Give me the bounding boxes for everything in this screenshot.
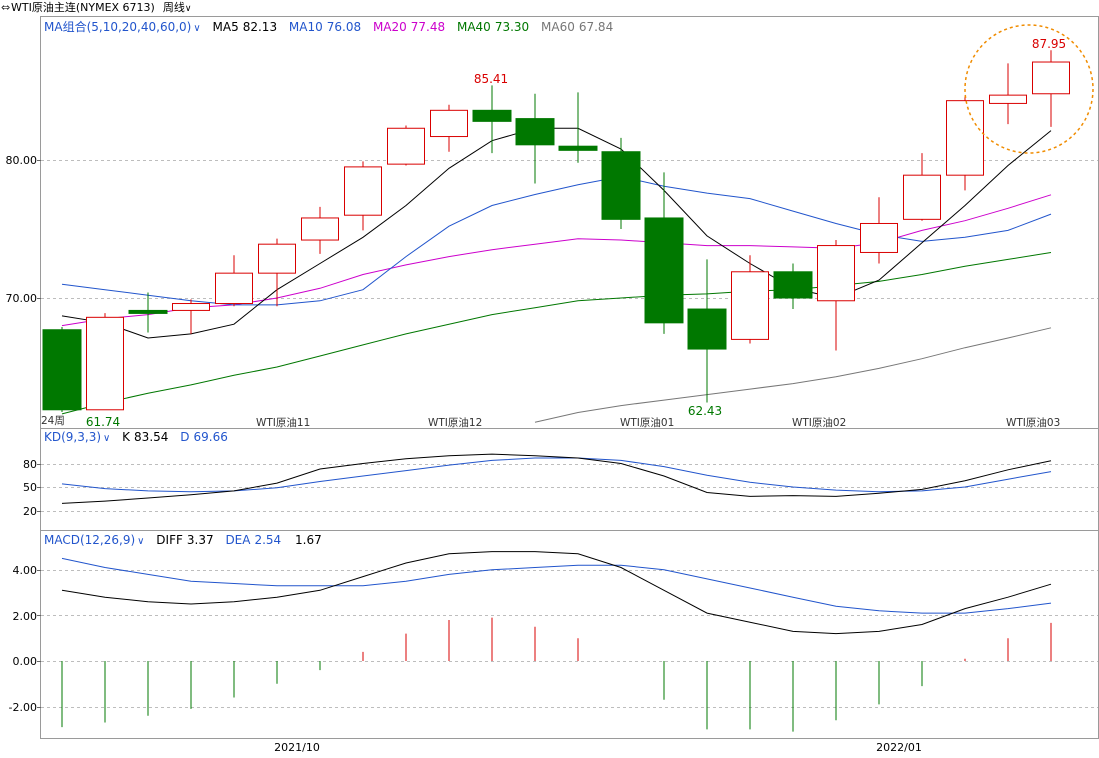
low-annotation: 61.74: [86, 415, 120, 429]
ma10-line: [61, 176, 1052, 306]
macd-histogram: [61, 617, 1052, 732]
candle-body: [1032, 61, 1070, 95]
ma60-name: MA60: [541, 20, 575, 34]
contract-label: WTI原油03: [1006, 416, 1060, 429]
candle-body: [903, 174, 941, 220]
macd-lines: [61, 551, 1052, 635]
highlight-circle: [964, 24, 1094, 154]
d-name: D: [180, 430, 189, 444]
chevron-down-icon[interactable]: ∨: [103, 433, 110, 444]
contract-label: WTI原油12: [428, 416, 482, 429]
macd-y-tick: 4.00: [13, 564, 38, 577]
candle-body: [172, 303, 210, 311]
period-label: 24周: [41, 415, 65, 427]
ma-legend-label[interactable]: MA组合(5,10,20,40,60,0): [44, 19, 191, 34]
candle-body: [472, 109, 512, 122]
macd-value: 1.67: [295, 533, 322, 547]
candle-body: [946, 100, 984, 176]
kd-y-tick: 80: [23, 458, 37, 471]
contract-label: WTI原油11: [256, 416, 310, 429]
kd-y-tick: 50: [23, 481, 37, 494]
high-annotation: 87.95: [1032, 37, 1066, 51]
ma5-line: [61, 127, 1052, 339]
macd-legend: MACD(12,26,9) ∨ DIFF 3.37 DEA 2.54 1.67: [44, 533, 322, 547]
period-selector[interactable]: 周线: [162, 1, 185, 14]
d-line: [61, 457, 1052, 493]
d-value: 69.66: [193, 430, 227, 444]
candle-body: [860, 222, 898, 253]
macd-y-tick: 0.00: [13, 655, 38, 668]
dea-line: [61, 557, 1052, 614]
candle-body: [989, 94, 1027, 104]
low-annotation: 62.43: [688, 404, 722, 418]
candle-body: [817, 245, 855, 302]
contract-label: WTI原油02: [792, 416, 846, 429]
k-value: 83.54: [134, 430, 168, 444]
candle-body: [387, 127, 425, 165]
chevron-down-icon[interactable]: ∨: [184, 4, 192, 14]
candle-body: [558, 145, 598, 151]
ma10-value: 76.08: [327, 20, 361, 34]
ma20-value: 77.48: [411, 20, 445, 34]
candles: [42, 50, 1070, 412]
header-bar: ⇔WTI原油主连(NYMEX 6713) 周线∨: [0, 0, 1099, 16]
ma20-name: MA20: [373, 20, 407, 34]
ma5-value: 82.13: [243, 20, 277, 34]
diff-value: 3.37: [187, 533, 214, 547]
candle-body: [86, 316, 124, 411]
ma5-name: MA5: [213, 20, 239, 34]
ma10-name: MA10: [289, 20, 323, 34]
candle-body: [128, 309, 168, 314]
candle-body: [430, 109, 468, 138]
x-date-label: 2021/10: [274, 741, 320, 754]
macd-legend-label[interactable]: MACD(12,26,9): [44, 533, 135, 547]
diff-name: DIFF: [156, 533, 183, 547]
panel-frames: [40, 16, 1099, 739]
dea-name: DEA: [225, 533, 251, 547]
ma40-name: MA40: [457, 20, 491, 34]
macd-y-tick: 2.00: [13, 610, 38, 623]
candle-body: [601, 151, 641, 220]
moving-average-lines: [61, 127, 1052, 423]
ma-legend: MA组合(5,10,20,40,60,0) ∨ MA5 82.13 MA10 76.0…: [44, 19, 613, 34]
instrument-title: WTI原油主连(NYMEX 6713): [11, 1, 155, 14]
candle-body: [687, 308, 727, 350]
candle-body: [301, 217, 339, 241]
x-date-label: 2022/01: [876, 741, 922, 754]
candle-body: [215, 272, 253, 305]
menu-icon[interactable]: ⇔: [1, 1, 11, 14]
ma40-line: [61, 252, 1052, 415]
k-line: [61, 453, 1052, 504]
ma60-value: 67.84: [579, 20, 613, 34]
candle-body: [731, 271, 769, 340]
ma40-value: 73.30: [495, 20, 529, 34]
diff-line: [61, 551, 1052, 635]
grid-lines: [37, 160, 1098, 708]
kd-legend: KD(9,3,3) ∨ K 83.54 D 69.66: [44, 430, 228, 444]
ma60-line: [534, 327, 1052, 423]
kd-legend-label[interactable]: KD(9,3,3): [44, 430, 101, 444]
candle-body: [42, 329, 82, 411]
kd-lines: [61, 453, 1052, 504]
candle-body: [644, 217, 684, 324]
high-annotation: 85.41: [474, 72, 508, 86]
candle-body: [344, 166, 382, 216]
dea-value: 2.54: [254, 533, 281, 547]
kd-y-tick: 20: [23, 505, 37, 518]
macd-y-tick: -2.00: [9, 701, 37, 714]
candle-body: [258, 243, 296, 274]
price-y-tick: 70.00: [6, 292, 38, 305]
candle-body: [515, 118, 555, 146]
chevron-down-icon[interactable]: ∨: [193, 23, 200, 34]
candle-body: [773, 271, 813, 299]
contract-label: WTI原油01: [620, 416, 674, 429]
price-panel-frame: [40, 16, 1099, 429]
chevron-down-icon[interactable]: ∨: [137, 536, 144, 547]
price-y-tick: 80.00: [6, 154, 38, 167]
k-name: K: [122, 430, 131, 444]
